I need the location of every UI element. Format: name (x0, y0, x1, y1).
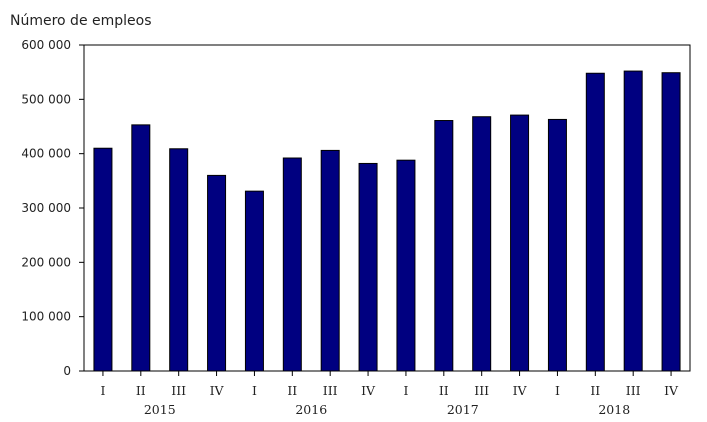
x-tick-label: I (100, 383, 105, 398)
bar (169, 148, 189, 372)
x-tick-label: III (626, 383, 641, 398)
x-tick-label: I (403, 383, 408, 398)
x-tick-label: I (555, 383, 560, 398)
x-tick-label: II (590, 383, 600, 398)
bar (244, 190, 264, 372)
bar (131, 124, 151, 372)
bar (358, 162, 378, 372)
bar (396, 159, 416, 372)
x-tick-label: I (252, 383, 257, 398)
x-tick-label: II (287, 383, 297, 398)
year-label: 2015 (144, 402, 176, 417)
y-tick-label: 200 000 (21, 255, 71, 269)
y-axis-label: Número de empleos (10, 13, 152, 29)
bar (207, 174, 227, 372)
y-tick-label: 500 000 (21, 92, 71, 106)
y-tick-label: 600 000 (21, 38, 71, 52)
x-tick-label: III (474, 383, 489, 398)
y-tick-label: 100 000 (21, 310, 71, 324)
x-tick-label: IV (513, 383, 528, 398)
x-tick-label: IV (664, 383, 679, 398)
y-tick-label: 0 (63, 364, 71, 378)
year-label: 2016 (295, 402, 327, 417)
bar (661, 72, 681, 372)
bar (320, 149, 340, 372)
x-tick-label: IV (361, 383, 376, 398)
y-tick-label: 400 000 (21, 147, 71, 161)
x-tick-label: IV (210, 383, 225, 398)
x-tick-label: II (136, 383, 146, 398)
year-label: 2017 (447, 402, 479, 417)
bar (510, 114, 530, 372)
bar (585, 72, 605, 372)
bar (93, 147, 113, 372)
bar (623, 70, 643, 372)
bar (547, 118, 567, 372)
y-tick-label: 300 000 (21, 201, 71, 215)
year-label: 2018 (598, 402, 630, 417)
x-tick-label: III (171, 383, 186, 398)
x-tick-label: III (323, 383, 338, 398)
bar (434, 120, 454, 372)
plot-area: 0 100 000 200 000 300 000 400 000 500 000 600 … (21, 38, 691, 417)
bar (472, 116, 492, 372)
x-tick-label: II (439, 383, 449, 398)
bar (282, 157, 302, 372)
